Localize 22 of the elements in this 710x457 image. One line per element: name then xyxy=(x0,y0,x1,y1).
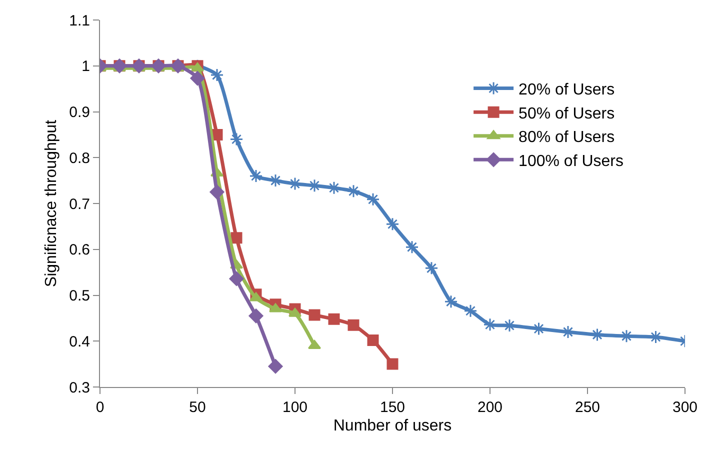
x-tick-label: 200 xyxy=(477,399,503,416)
legend-label: 100% of Users xyxy=(518,152,624,170)
x-tick-label: 150 xyxy=(380,399,406,416)
y-tick-label: 0.3 xyxy=(69,379,90,396)
x-tick-label: 250 xyxy=(574,399,600,416)
x-tick-label: 100 xyxy=(282,399,308,416)
x-axis-title: Number of users xyxy=(333,418,452,435)
y-axis-title: Significnace throughput xyxy=(43,119,60,288)
x-tick-label: 50 xyxy=(189,399,206,416)
x-tick-label: 0 xyxy=(96,399,104,416)
y-tick-label: 1 xyxy=(82,58,90,76)
legend-label: 20% of Users xyxy=(518,82,615,99)
legend-label: 50% of Users xyxy=(518,105,615,122)
y-tick-label: 0.5 xyxy=(69,288,90,304)
legend-label: 80% of Users xyxy=(518,129,615,146)
y-tick-label: 0.7 xyxy=(69,196,90,213)
y-tick-label: 0.6 xyxy=(69,242,90,259)
y-tick-label: 0.8 xyxy=(69,150,90,167)
y-tick-label: 1.1 xyxy=(69,12,90,30)
y-tick-label: 0.4 xyxy=(69,333,90,350)
x-tick-label: 300 xyxy=(672,399,698,416)
y-tick-label: 0.9 xyxy=(69,104,90,121)
